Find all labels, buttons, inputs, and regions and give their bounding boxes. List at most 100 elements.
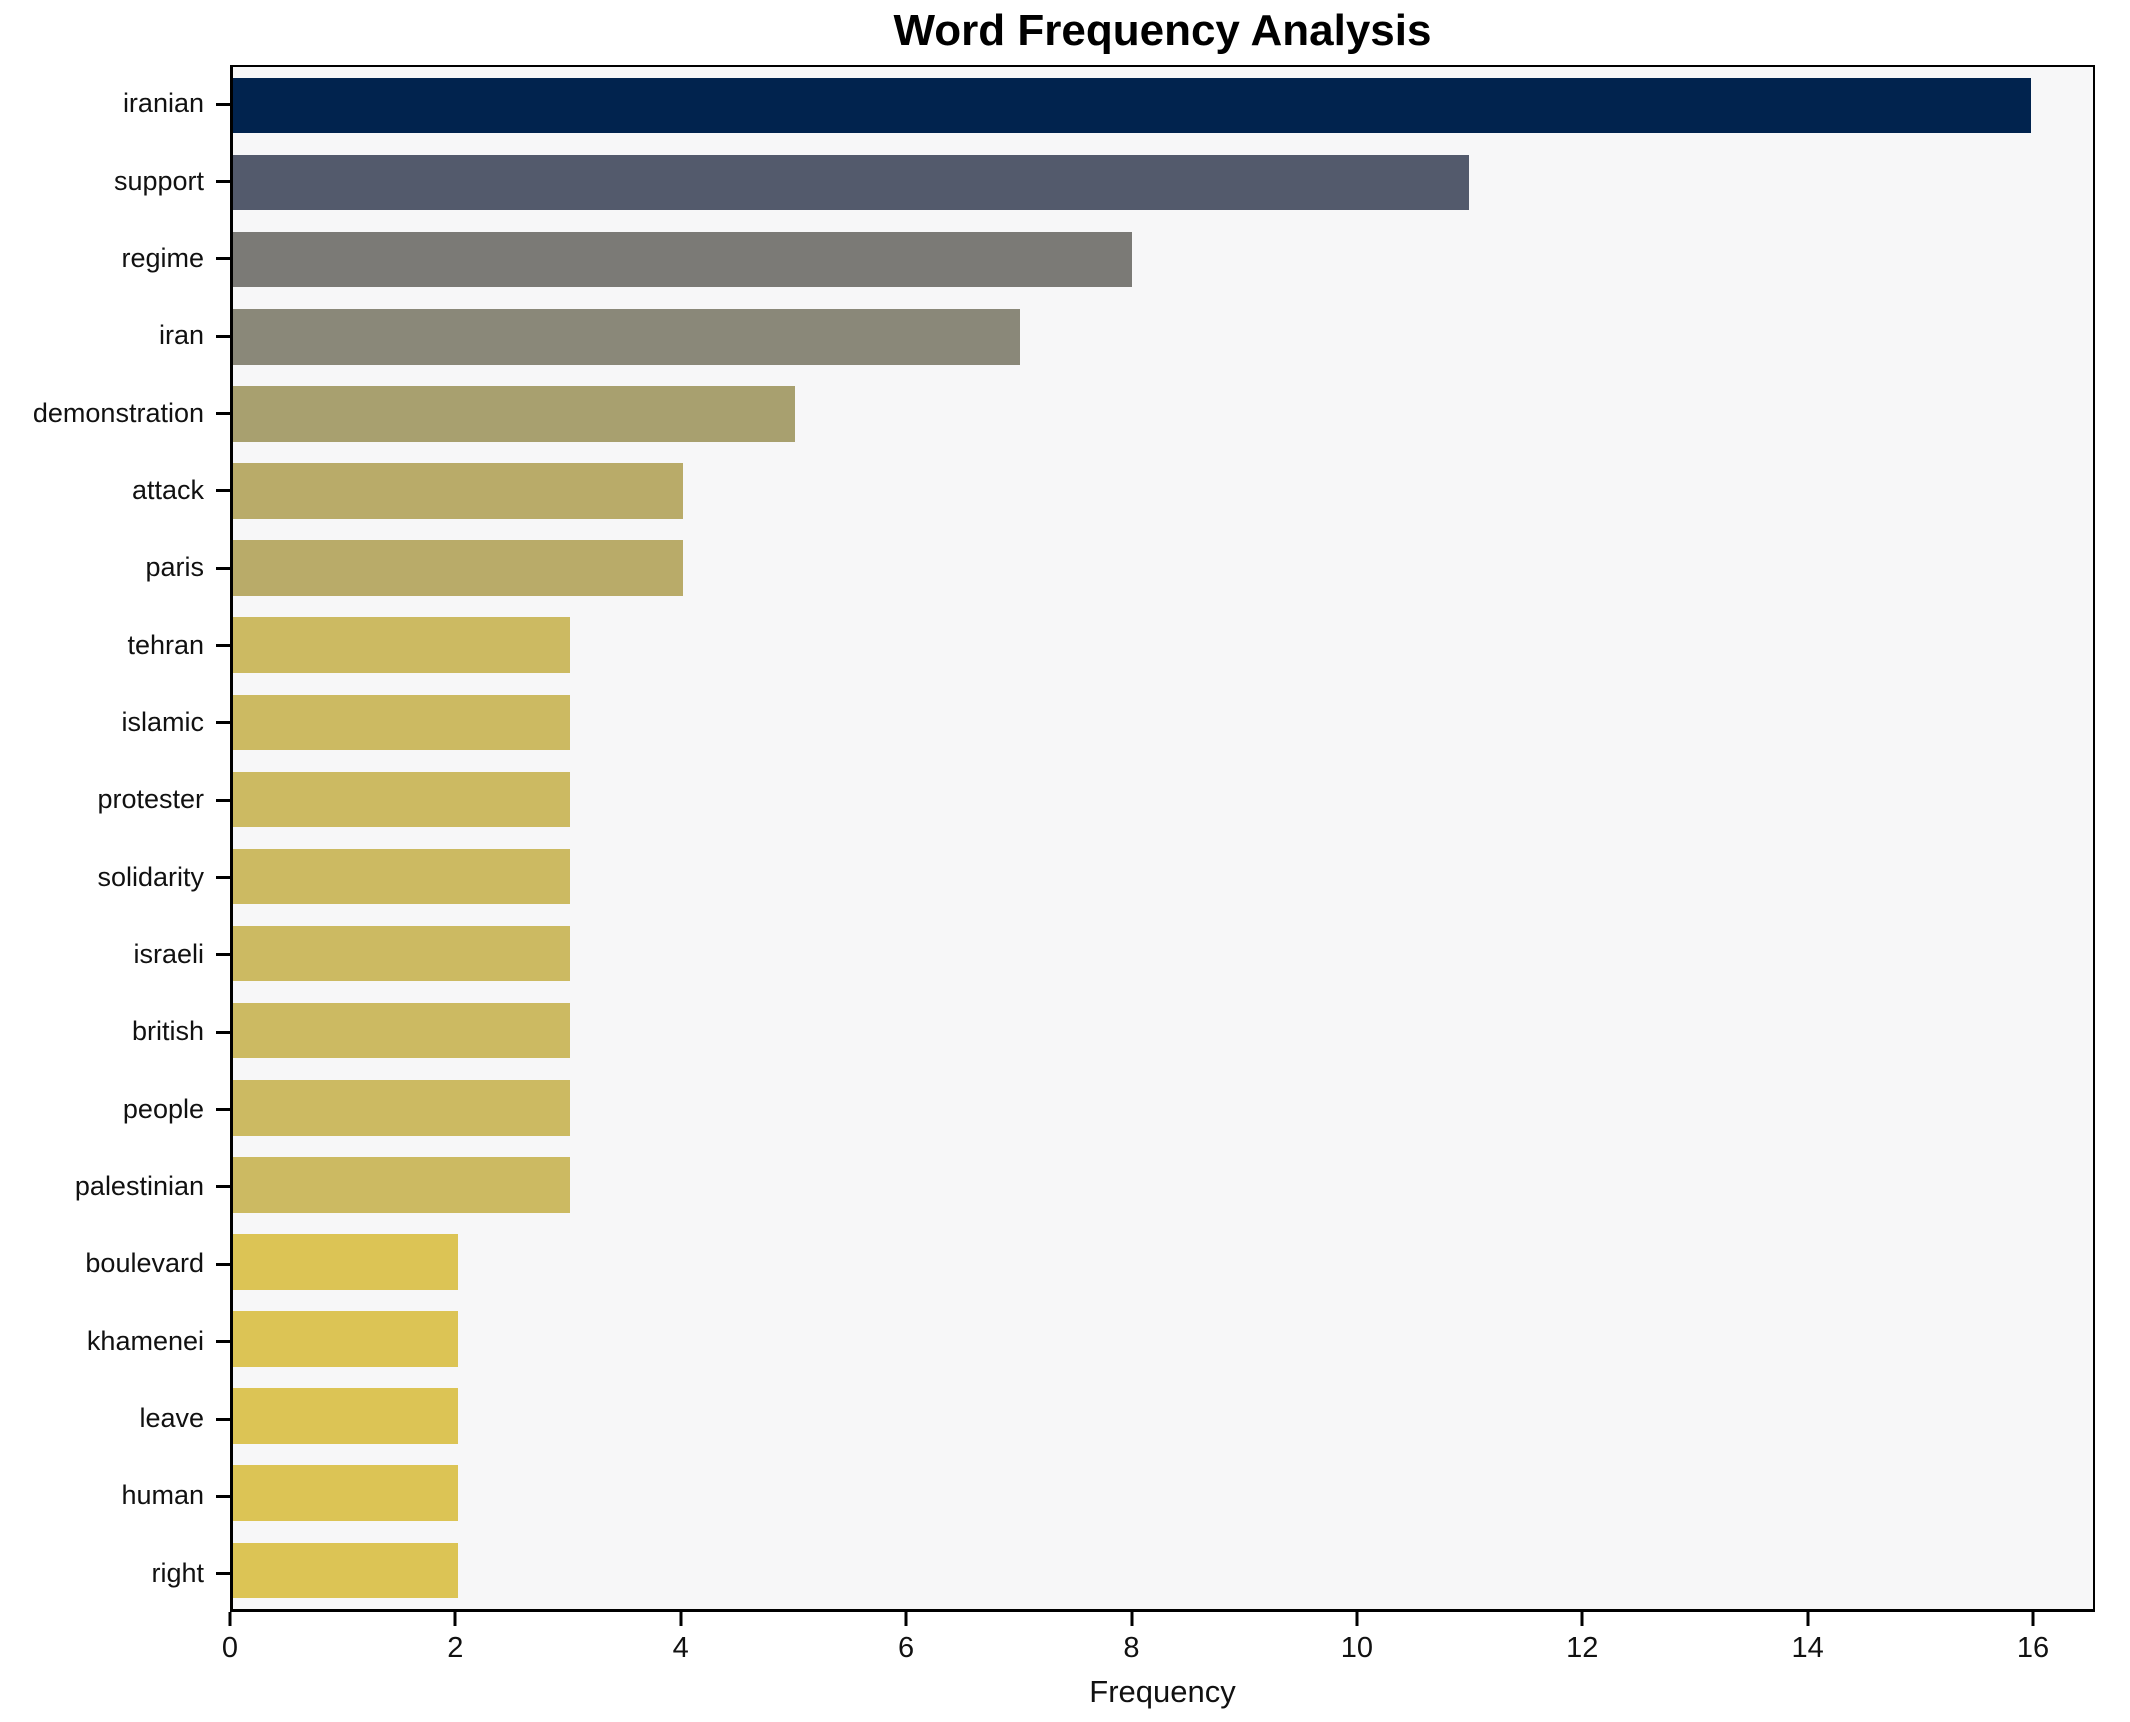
y-tick-label: attack [131,474,204,505]
y-tick-label: iranian [122,88,204,119]
bar-row [233,298,2093,375]
y-tick-label: right [151,1557,204,1588]
x-tick-mark [2031,1612,2035,1626]
bar-row [233,144,2093,221]
bar-row [233,452,2093,529]
y-tick-mark [216,412,230,416]
bar-row [233,1069,2093,1146]
bar-row [233,607,2093,684]
y-axis-row-attack: attack [0,452,230,529]
y-tick-mark [216,644,230,648]
bar-paris [233,540,683,596]
bar-protester [233,771,571,828]
y-tick-label: demonstration [32,397,204,428]
y-tick-mark [216,721,230,725]
y-axis-row-solidarity: solidarity [0,838,230,915]
y-tick-mark [216,953,230,957]
y-axis-row-demonstration: demonstration [0,374,230,451]
x-tick-label: 14 [1791,1632,1824,1664]
x-axis-title: Frequency [1089,1674,1236,1709]
y-axis-row-israeli: israeli [0,916,230,993]
chart-title: Word Frequency Analysis [893,6,1432,55]
y-axis-row-boulevard: boulevard [0,1225,230,1302]
y-tick-mark [216,257,230,261]
x-tick-label: 8 [1123,1632,1140,1664]
bar-row [233,915,2093,992]
y-tick-label: khamenei [86,1325,204,1356]
x-tick-label: 4 [672,1632,689,1664]
y-tick-mark [216,1030,230,1034]
bar-row [233,992,2093,1069]
bar-demonstration [233,386,795,442]
bar-row [233,1146,2093,1223]
y-axis-row-khamenei: khamenei [0,1303,230,1380]
y-tick-label: british [131,1016,204,1047]
y-tick-label: regime [121,242,204,273]
y-tick-label: solidarity [97,861,204,892]
x-tick-mark [1806,1612,1810,1626]
bar-human [233,1465,458,1521]
y-tick-mark [216,180,230,184]
bar-row [233,67,2093,144]
bar-row [233,375,2093,452]
y-tick-label: tehran [127,629,204,660]
y-tick-mark [216,1417,230,1421]
y-axis-labels: iranian support regime iran demonstratio… [0,65,230,1612]
y-tick-label: paris [145,552,204,583]
y-tick-mark [216,798,230,802]
bar-people [233,1080,571,1136]
bar-iran [233,309,1020,365]
y-tick-label: leave [139,1403,204,1434]
bar-row [233,761,2093,838]
x-tick-mark [904,1612,908,1626]
y-tick-label: iran [158,320,204,351]
bar-leave [233,1388,458,1444]
x-tick-mark [228,1612,232,1626]
y-tick-label: protester [97,784,204,815]
y-tick-mark [216,334,230,338]
x-tick-label: 6 [898,1632,915,1664]
y-axis-row-people: people [0,1070,230,1147]
bar-row [233,1532,2093,1609]
bar-iranian [233,77,2032,134]
y-tick-label: support [113,165,204,196]
plot-area [230,65,2095,1612]
y-axis-row-support: support [0,142,230,219]
bar-row [233,1223,2093,1300]
y-axis-row-british: british [0,993,230,1070]
y-tick-mark [216,1340,230,1344]
y-tick-mark [216,1108,230,1112]
bar-row [233,1378,2093,1455]
bar-row [233,1455,2093,1532]
bar-tehran [233,617,571,673]
x-tick-mark [679,1612,683,1626]
y-tick-mark [216,876,230,880]
bar-attack [233,463,683,519]
bar-solidarity [233,848,571,905]
y-axis-row-palestinian: palestinian [0,1148,230,1225]
y-axis-row-iranian: iranian [0,65,230,142]
y-axis-row-leave: leave [0,1380,230,1457]
x-tick-label: 0 [221,1632,239,1664]
y-axis-row-right: right [0,1535,230,1612]
y-tick-label: israeli [133,938,204,969]
x-tick-mark [1580,1612,1584,1626]
y-tick-label: boulevard [85,1248,204,1279]
y-tick-label: palestinian [74,1170,204,1201]
y-tick-label: people [122,1093,204,1124]
y-axis-row-protester: protester [0,761,230,838]
x-axis: Frequency 0 2 4 6 8 10 12 14 16 [222,1612,2095,1722]
bars-area [233,67,2093,1609]
bar-islamic [233,694,571,751]
y-tick-mark [216,1262,230,1266]
bar-row [233,1301,2093,1378]
y-axis-row-iran: iran [0,297,230,374]
y-tick-mark [216,1185,230,1189]
y-tick-mark [216,102,230,106]
bar-boulevard [233,1234,458,1290]
bar-israeli [233,925,571,982]
x-tick-mark [453,1612,457,1626]
x-tick-mark [1355,1612,1359,1626]
y-axis-row-islamic: islamic [0,684,230,761]
